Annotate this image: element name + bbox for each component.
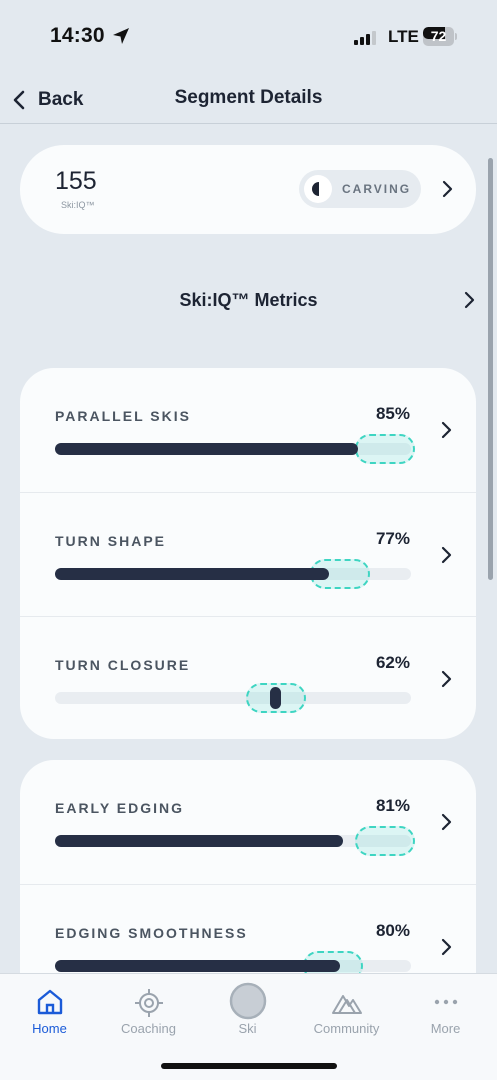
metric-name: PARALLEL SKIS [55,408,191,424]
skiiq-metrics-header[interactable]: Ski:IQ™ Metrics [0,280,497,320]
network-type: LTE [388,27,419,46]
section-title: Ski:IQ™ Metrics [179,290,318,310]
home-indicator [161,1063,337,1069]
tab-community-label: Community [313,1021,380,1036]
tab-home[interactable]: Home [0,974,99,1044]
status-bar: 14:30 LTE 72 [0,0,497,76]
metric-row[interactable]: TURN SHAPE 77% [20,492,476,616]
tab-coaching-label: Coaching [121,1021,176,1036]
more-icon [434,999,457,1005]
chevron-right-icon [441,938,452,956]
metric-fill-bar [55,835,344,847]
chevron-right-icon [441,421,452,439]
ski-record-icon [229,982,266,1020]
scrollbar[interactable] [488,158,493,580]
skiiq-score: 155 [55,167,97,195]
metric-value: 80% [375,921,410,940]
metric-fill-bar [55,960,340,972]
metric-target-zone [355,434,415,464]
metric-name: EARLY EDGING [55,800,185,816]
location-arrow-icon [113,28,129,44]
home-icon [37,989,62,1015]
chevron-right-icon [442,180,453,198]
metric-target-zone [355,826,415,856]
back-button[interactable]: Back [10,82,83,118]
target-icon [134,989,163,1017]
chevron-right-icon [441,670,452,688]
chevron-right-icon [441,813,452,831]
metric-name: TURN CLOSURE [55,657,191,673]
metric-value: 85% [375,404,410,423]
tab-coaching[interactable]: Coaching [99,974,198,1044]
back-label: Back [38,89,84,110]
tab-community[interactable]: Community [297,974,396,1044]
mountains-icon [331,995,362,1014]
metric-fill-bar [55,443,358,455]
metric-marker [270,687,282,709]
metric-value: 81% [375,796,410,815]
metrics-card-edging-shape: PARALLEL SKIS 85% TURN SHAPE 77% TURN CLOSUR… [20,368,476,739]
ski-style-label: CARVING [342,182,412,196]
metric-row[interactable]: PARALLEL SKIS 85% [20,368,476,492]
chevron-right-icon [441,546,452,564]
tab-ski[interactable]: Ski [198,974,297,1044]
chevron-left-icon [13,90,25,110]
cellular-signal-icon [354,31,380,45]
metric-row[interactable]: TURN CLOSURE 62% [20,616,476,739]
chevron-right-icon [464,291,475,309]
tab-more-label: More [430,1021,461,1036]
tab-more[interactable]: More [396,974,495,1044]
page-title: Segment Details [174,87,323,108]
metric-name: EDGING SMOOTHNESS [55,925,248,941]
ski-style-badge: CARVING [299,170,421,208]
metric-value: 77% [375,529,410,548]
tab-home-label: Home [32,1021,67,1036]
metric-name: TURN SHAPE [55,533,167,549]
nav-header: Back Segment Details [0,76,497,124]
status-time: 14:30 [50,24,105,47]
skiiq-score-label: Ski:IQ™ [61,200,95,210]
skiiq-summary-card[interactable]: 155 Ski:IQ™ CARVING [20,145,476,234]
carving-style-icon [304,175,332,203]
tab-ski-label: Ski [238,1021,257,1036]
metric-fill-bar [55,568,330,580]
bottom-tab-bar: Home Coaching Ski Community [0,973,497,1080]
metric-value: 62% [375,653,410,672]
battery-icon: 72 [423,27,457,46]
battery-level: 72 [430,28,447,44]
metric-row[interactable]: EARLY EDGING 81% [20,760,476,884]
metric-track [55,692,411,704]
